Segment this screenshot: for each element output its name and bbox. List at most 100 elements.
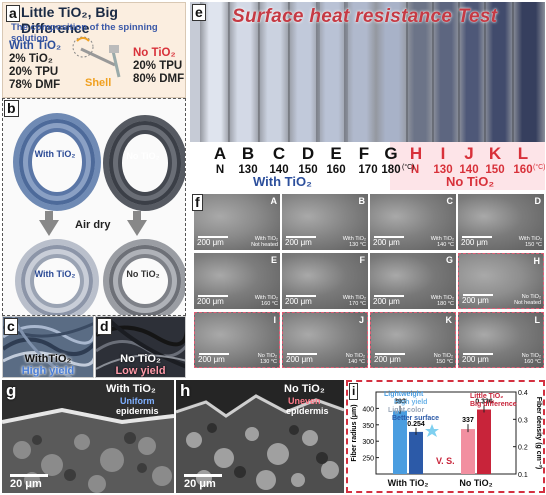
sem-image-l: L 200 μm No TiO₂ 160 °C	[458, 312, 544, 368]
fiber-temp-e: 160	[326, 164, 346, 176]
sem-letter: L	[534, 315, 541, 325]
fiber-letter-d: D	[301, 144, 315, 163]
scale-bar	[374, 295, 404, 297]
panel-c-high-yield: c WithTiO₂ High yield	[2, 316, 94, 378]
sem-image-a: A 200 μm With TiO₂ Not heated	[194, 194, 280, 250]
note-with: Lightweight	[384, 391, 424, 398]
sem-condition: With TiO₂	[254, 236, 278, 242]
sem-condition: 150 °C	[525, 242, 542, 248]
y-left-tick-label: 250	[362, 456, 374, 463]
sem-image-j: J 200 μm No TiO₂ 140 °C	[282, 312, 368, 368]
y-left-axis-label: Fiber radius (μm)	[351, 404, 358, 461]
scale-bar	[184, 474, 222, 477]
sem-condition: 150 °C	[436, 359, 453, 365]
y-right-axis-label: Fiber density (g cm⁻³)	[535, 397, 542, 470]
sem-image-d: D 200 μm With TiO₂ 150 °C	[458, 194, 544, 250]
sem-scale: 200 μm	[198, 355, 225, 364]
unit-no: (°C)	[533, 164, 545, 171]
sem-condition: 130 °C	[260, 359, 277, 365]
fiber-temp-d: 150	[298, 164, 318, 176]
sem-condition: No TiO₂	[521, 353, 541, 359]
sem-image-g: G 200 μm With TiO₂ 180 °C	[370, 253, 456, 309]
sem-condition-block: With TiO₂ 130 °C	[343, 236, 366, 248]
sem-image-f: F 200 μm With TiO₂ 170 °C	[282, 253, 368, 309]
sem-condition: No TiO₂	[257, 353, 277, 359]
sem-g-title: With TiO₂	[106, 383, 156, 395]
panel-a-composition: a Little TiO₂, Big Difference The compos…	[2, 2, 186, 98]
fiber-j	[458, 2, 486, 142]
sem-condition-block: No TiO₂ 160 °C	[522, 353, 541, 365]
panel-label-b: b	[4, 100, 19, 117]
fiber-chart: 250 300 350 400 0.1 0.2 0.3 0.4 Fiber radius (μm…	[351, 390, 542, 488]
fiber-h	[406, 2, 434, 142]
y-right-tick-label: 0.4	[518, 390, 528, 397]
sem-scale: 200 μm	[197, 297, 224, 306]
scale-bar	[462, 236, 492, 238]
x-category-label: No TiO₂	[459, 478, 492, 488]
sem-h-uneven: Uneven	[288, 396, 321, 406]
plot-frame	[375, 391, 517, 475]
sem-scale: 200 μm	[374, 355, 401, 364]
bar-density	[409, 431, 423, 474]
data-label-density: 0.254	[407, 421, 425, 428]
panel-f-sem-grid: A 200 μm With TiO₂ Not heated B 200 μm With Ti…	[190, 192, 545, 370]
fiber-c	[258, 2, 290, 142]
sem-condition-block: With TiO₂ Not heated	[251, 236, 278, 248]
wet-coil-with-tio2	[13, 113, 101, 211]
y-left-tick-label: 400	[362, 406, 374, 413]
fiber-letter-c: C	[272, 144, 286, 163]
y-right-tick-label: 0.1	[518, 472, 528, 479]
panel-label-g: g	[6, 381, 17, 400]
fiber-letter-h: H	[409, 144, 423, 163]
sem-condition: With TiO₂	[518, 236, 542, 242]
dry-coil-no-tio2	[103, 239, 185, 315]
bar-density	[477, 409, 491, 474]
sem-cross-section-image	[176, 380, 344, 493]
scale-bar	[198, 236, 228, 238]
sem-condition: 130 °C	[349, 242, 366, 248]
sem-g-uniform: Uniform	[120, 396, 155, 406]
shell-label: Shell	[85, 77, 112, 89]
coil-label-no-bottom: No TiO₂	[126, 269, 160, 279]
no-line-1: 20% TPU	[133, 60, 183, 72]
with-line-1: 2% TiO₂	[9, 53, 53, 65]
arrow-down-icon	[127, 220, 147, 236]
note-with: Light color	[388, 407, 424, 414]
sem-image-i: I 200 μm No TiO₂ 130 °C	[194, 312, 280, 368]
fiber-temp-b: 130	[238, 164, 258, 176]
panel-d-low-yield: d No TiO₂ Low yield	[95, 316, 186, 378]
fiber-letter-j: J	[464, 144, 474, 163]
sem-condition-block: No TiO₂ 150 °C	[434, 353, 453, 365]
sem-scale: 200 μm	[286, 355, 313, 364]
sem-image-e: E 200 μm With TiO₂ 160 °C	[194, 253, 280, 309]
fiber-temp-l: 160	[513, 164, 533, 176]
panel-i-fiber-chart: 250 300 350 400 0.1 0.2 0.3 0.4 Fiber radius (μm…	[346, 380, 545, 493]
sem-scale: 200 μm	[462, 355, 489, 364]
fiber-temp-i: 130	[433, 164, 453, 176]
arrow-down-icon	[39, 220, 59, 236]
sem-g-epidermis: epidermis	[116, 406, 159, 416]
x-category-label: With TiO₂	[388, 478, 429, 488]
fiber-bundle-image	[96, 317, 185, 370]
fiber-f	[344, 2, 376, 142]
high-yield-caption: High yield	[21, 365, 75, 377]
no-tio2-caption: No TiO₂	[120, 353, 161, 365]
fiber-letter-b: B	[241, 144, 255, 163]
sem-condition: With TiO₂	[430, 236, 454, 242]
fiber-b	[228, 2, 260, 142]
fiber-temp-k: 150	[485, 164, 505, 176]
sem-scale: 200 μm	[373, 297, 400, 306]
sem-condition: 160 °C	[261, 301, 278, 307]
scale-bar	[198, 295, 228, 297]
sem-condition-block: No TiO₂ 140 °C	[346, 353, 365, 365]
panel-label-c: c	[4, 318, 18, 335]
sem-h-epidermis: epidermis	[286, 406, 329, 416]
sem-image-k: K 200 μm No TiO₂ 150 °C	[370, 312, 456, 368]
with-tio2-heading: With TiO₂	[9, 40, 62, 52]
coil-label-with-top: With TiO₂	[34, 149, 76, 159]
fiber-letter-l: L	[517, 144, 529, 163]
sem-condition: 140 °C	[437, 242, 454, 248]
no-line-2: 80% DMF	[133, 73, 185, 85]
star-icon	[425, 424, 439, 437]
with-tio2-caption: WithTiO₂	[24, 353, 72, 365]
